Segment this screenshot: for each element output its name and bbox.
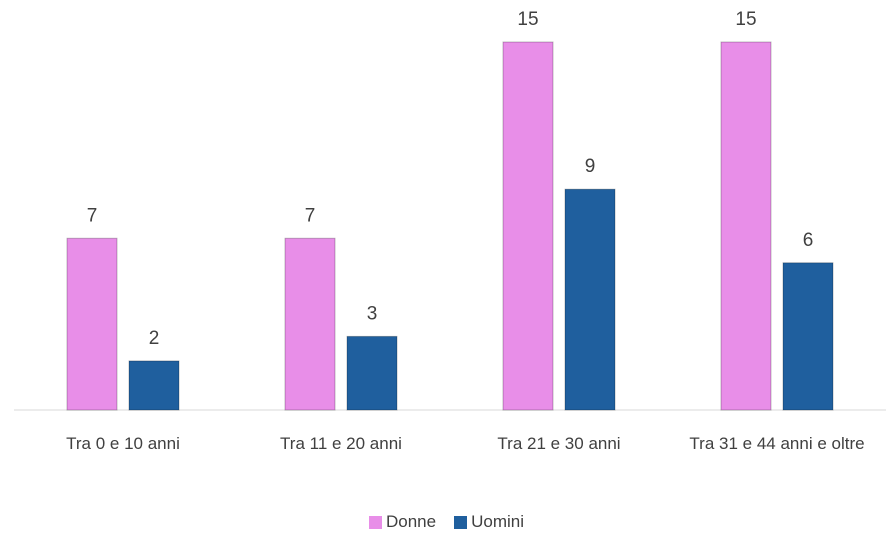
bar xyxy=(346,335,398,411)
data-label: 15 xyxy=(735,9,756,30)
bar xyxy=(720,41,772,411)
x-tick-label: Tra 11 e 20 anni xyxy=(280,434,402,453)
data-label: 9 xyxy=(585,156,596,177)
legend: Donne Uomini xyxy=(0,512,893,532)
data-label: 7 xyxy=(305,205,316,226)
data-label: 7 xyxy=(87,205,98,226)
bar xyxy=(284,237,336,411)
legend-swatch xyxy=(368,515,382,529)
bar xyxy=(782,262,834,411)
x-tick-label: Tra 31 e 44 anni e oltre xyxy=(689,434,865,453)
bar xyxy=(502,41,554,411)
bar xyxy=(66,237,118,411)
x-tick-label: Tra 0 e 10 anni xyxy=(66,434,180,453)
legend-item: Uomini xyxy=(454,512,524,532)
legend-swatch xyxy=(454,515,468,529)
data-label: 6 xyxy=(803,230,814,251)
legend-item: Donne xyxy=(368,512,437,532)
bar xyxy=(128,360,180,411)
legend-label: Donne xyxy=(385,512,437,531)
data-label: 15 xyxy=(517,9,538,30)
data-label: 3 xyxy=(367,303,378,324)
bar xyxy=(564,188,616,411)
legend-label: Uomini xyxy=(471,512,524,531)
data-label: 2 xyxy=(149,328,160,349)
x-tick-label: Tra 21 e 30 anni xyxy=(497,434,621,453)
